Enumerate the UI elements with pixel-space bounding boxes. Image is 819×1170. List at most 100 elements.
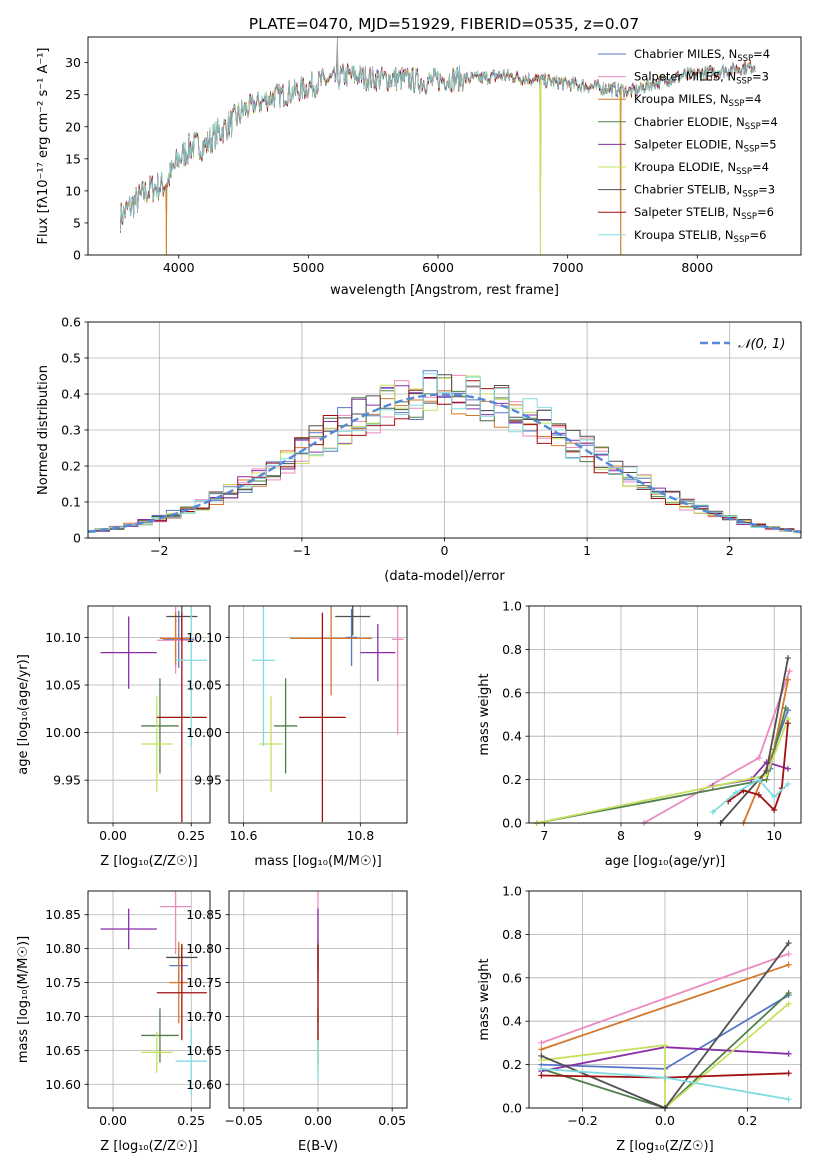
normal-reference-curve <box>87 393 802 533</box>
y-tick-label: 10.80 <box>45 941 81 956</box>
weight-marker <box>784 655 791 662</box>
x-axis-label: Z [log₁₀(Z/Z☉)] <box>616 1139 713 1154</box>
x-tick-label: 6000 <box>422 260 454 275</box>
y-tick-label: 10.85 <box>186 907 222 922</box>
y-tick-label: 0.3 <box>61 423 81 438</box>
y-axis-label: age [log₁₀(age/yr)] <box>16 654 31 775</box>
axes-frame <box>87 605 211 824</box>
x-tick-label: 10.8 <box>346 828 374 843</box>
y-tick-label: 0 <box>73 248 81 263</box>
x-axis-label: Z [log₁₀(Z/Z☉)] <box>100 854 197 869</box>
y-tick-label: 10 <box>65 183 81 198</box>
x-tick-label: 9 <box>694 828 702 843</box>
weight-marker <box>771 793 778 800</box>
x-axis-label: Z [log₁₀(Z/Z☉)] <box>100 1139 197 1154</box>
y-tick-label: 20 <box>65 119 81 134</box>
x-tick-label: 4000 <box>163 260 195 275</box>
weight-marker <box>755 754 762 761</box>
weight-marker <box>662 1074 668 1081</box>
y-tick-label: 10.70 <box>186 1009 222 1024</box>
grid-mass-vs-Z <box>88 891 210 1108</box>
spectrum-line-6 <box>120 60 756 256</box>
error-point-4 <box>141 678 179 774</box>
legend-label: Salpeter STELIB, NSSP=6 <box>634 205 774 222</box>
figure-title: PLATE=0470, MJD=51929, FIBERID=0535, z=0… <box>249 15 639 33</box>
axes-frame <box>528 890 802 1109</box>
x-tick-label: 0.25 <box>177 828 205 843</box>
weight-line-2 <box>541 953 789 1044</box>
x-tick-label: 0.25 <box>177 1113 205 1128</box>
error-point-4 <box>141 1008 179 1063</box>
y-axis-label: mass weight <box>477 958 492 1040</box>
x-tick-label: 10 <box>766 828 782 843</box>
weight-marker <box>784 720 791 727</box>
panel-age-vs-mass: 10.6 10.8 9.95 10.00 10.05 10.10 mass [log₁₀(M… <box>186 605 408 869</box>
error-point-6 <box>141 1032 173 1073</box>
error-point-4 <box>273 678 298 774</box>
panel-spectrum: 4000 5000 6000 7000 8000 0 5 10 15 20 25 30 waveleng… <box>36 36 802 298</box>
legend-label: Salpeter MILES, NSSP=3 <box>634 70 769 87</box>
panel-mass-vs-Z: 0.00 0.25 10.60 10.65 10.70 10.75 10.80 10.85 Z … <box>16 890 211 1154</box>
y-tick-label: 0.0 <box>502 816 522 831</box>
error-point-9 <box>175 606 207 746</box>
x-axis-label: (data-model)/error <box>384 569 505 584</box>
histogram-series-9 <box>87 373 801 538</box>
weight-marker <box>662 1042 668 1049</box>
legend-label: Kroupa ELODIE, NSSP=4 <box>634 160 769 177</box>
error-point-3 <box>159 611 192 666</box>
plot-area-weight-vs-age <box>533 655 793 826</box>
x-tick-label: 0.05 <box>378 1113 406 1128</box>
weight-marker <box>784 676 791 683</box>
weight-marker <box>784 765 791 772</box>
y-tick-label: 0.6 <box>61 315 81 330</box>
plot-area-weight-vs-Z <box>538 940 792 1111</box>
y-tick-label: 0.4 <box>61 387 81 402</box>
legend-label: Kroupa STELIB, NSSP=6 <box>634 228 766 245</box>
weight-marker <box>755 776 762 783</box>
y-tick-label: 0.0 <box>502 1101 522 1116</box>
y-tick-label: 10.60 <box>186 1077 222 1092</box>
weight-marker <box>785 961 792 968</box>
weight-marker <box>784 780 791 787</box>
weight-marker <box>771 806 778 813</box>
y-tick-label: 0.8 <box>502 642 522 657</box>
weight-marker <box>732 789 739 796</box>
y-tick-label: 10.10 <box>45 630 81 645</box>
x-tick-label: 0.0 <box>655 1113 675 1128</box>
spectrum-line-3 <box>120 59 756 256</box>
error-point-8 <box>299 612 346 823</box>
y-axis-label: Flux [fλ10⁻¹⁷ erg cm⁻² s⁻¹ A⁻¹] <box>36 48 51 245</box>
y-tick-label: 10.00 <box>45 725 81 740</box>
error-point-2 <box>159 891 192 955</box>
weight-marker <box>785 950 792 957</box>
axes-frame <box>87 890 211 1109</box>
y-tick-label: 10.05 <box>186 677 222 692</box>
weight-marker <box>709 809 716 816</box>
x-tick-label: −0.05 <box>225 1113 263 1128</box>
panel-weight-vs-Z: −0.2 0.0 0.2 0.0 0.2 0.4 0.6 0.8 1.0 Z [log₁₀(Z/Z… <box>477 884 802 1154</box>
x-tick-label: 1 <box>583 543 591 558</box>
y-tick-label: 10.70 <box>45 1009 81 1024</box>
error-point-9 <box>251 606 276 746</box>
histogram-series-6 <box>87 375 801 538</box>
y-tick-label: 0 <box>73 531 81 546</box>
weight-marker <box>538 1046 545 1053</box>
error-point-1 <box>163 610 195 668</box>
legend-label: 𝒩(0, 1) <box>738 337 785 352</box>
x-axis-label: age [log₁₀(age/yr)] <box>605 854 726 869</box>
y-tick-label: 0.5 <box>61 351 81 366</box>
x-tick-label: 0.2 <box>737 1113 757 1128</box>
error-point-6 <box>141 696 173 792</box>
error-point-7 <box>335 606 371 636</box>
weight-marker <box>763 767 770 774</box>
y-axis-label: mass [log₁₀(M/M☉)] <box>16 936 31 1063</box>
x-tick-label: 10.6 <box>230 828 258 843</box>
panel-age-vs-Z: 0.00 0.25 9.95 10.00 10.05 10.10 Z [log₁₀(Z/Z☉… <box>16 605 211 869</box>
plot-area-age-vs-Z <box>100 606 207 823</box>
y-tick-label: 10.00 <box>186 725 222 740</box>
axes-frame <box>87 36 802 256</box>
panel-mass-vs-EBV: −0.05 0.00 0.05 10.60 10.65 10.70 10.75 10.80 10… <box>186 890 408 1154</box>
y-tick-label: 10.75 <box>45 975 81 990</box>
weight-line-2 <box>643 670 791 824</box>
